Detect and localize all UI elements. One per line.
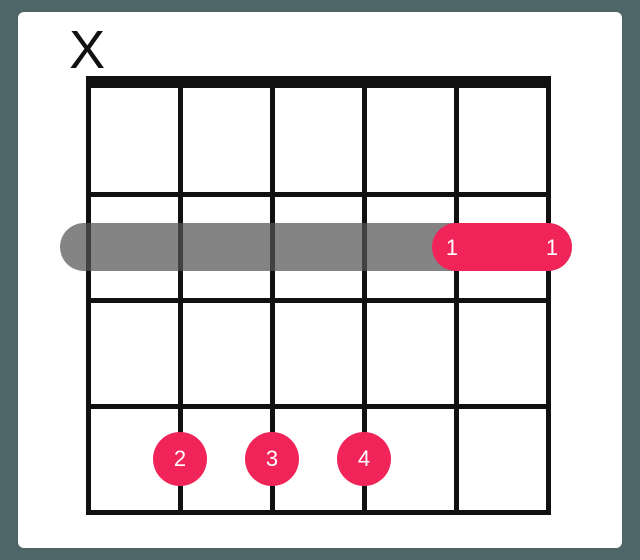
fret-wire [86, 510, 551, 515]
barre-label-left: 1 [442, 235, 462, 261]
chord-card [18, 12, 622, 548]
finger-dot: 4 [337, 432, 391, 486]
barre-label-right: 1 [542, 235, 562, 261]
nut [86, 76, 551, 88]
finger-dot-label: 3 [266, 446, 278, 472]
fret-wire [86, 298, 551, 303]
mute-marker: X [69, 19, 105, 81]
barre: 1 1 [432, 223, 572, 271]
finger-dot: 3 [245, 432, 299, 486]
finger-dot: 2 [153, 432, 207, 486]
fret-wire [86, 192, 551, 197]
fret-wire [86, 404, 551, 409]
finger-dot-label: 4 [358, 446, 370, 472]
mute-marker-label: X [69, 20, 105, 80]
finger-dot-label: 2 [174, 446, 186, 472]
